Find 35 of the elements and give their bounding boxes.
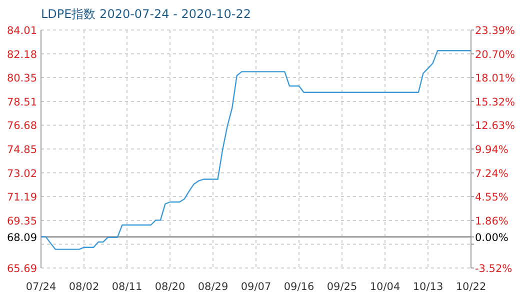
y2-tick-label: 23.39% bbox=[475, 25, 516, 37]
chart-title: LDPE指数 2020-07-24 - 2020-10-22 bbox=[41, 7, 251, 21]
x-tick-label: 09/25 bbox=[326, 281, 358, 293]
y-tick-label: 74.85 bbox=[6, 144, 37, 156]
x-tick-label: 10/22 bbox=[456, 281, 486, 293]
x-tick-label: 09/16 bbox=[284, 281, 314, 293]
y2-tick-label: 1.86% bbox=[475, 215, 508, 228]
y-tick-label: 68.09 bbox=[6, 232, 37, 244]
y2-tick-label: 20.70% bbox=[475, 48, 516, 61]
y-tick-label: 65.69 bbox=[6, 263, 37, 275]
line-series bbox=[40, 50, 472, 250]
y2-tick-label: 7.24% bbox=[475, 168, 508, 180]
x-tick-label: 09/07 bbox=[240, 281, 272, 293]
x-tick-label: 08/29 bbox=[198, 281, 228, 293]
y-tick-label: 80.35 bbox=[6, 72, 37, 85]
y-tick-label: 82.18 bbox=[6, 48, 37, 61]
y-tick-label: 71.19 bbox=[6, 192, 37, 204]
x-tick-label: 08/11 bbox=[112, 281, 142, 293]
x-tick-label: 07/24 bbox=[26, 281, 56, 293]
y2-tick-label: 12.63% bbox=[475, 120, 516, 132]
x-tick-label: 10/13 bbox=[412, 281, 444, 293]
y2-tick-label: -3.52% bbox=[475, 263, 512, 275]
y2-tick-label: 18.01% bbox=[475, 72, 516, 85]
y-tick-label: 78.51 bbox=[6, 96, 37, 108]
x-tick-label: 08/02 bbox=[68, 281, 100, 293]
y-tick-label: 69.35 bbox=[6, 215, 37, 228]
y2-tick-label: 9.94% bbox=[475, 144, 508, 156]
y2-tick-label: 0.00% bbox=[475, 232, 508, 244]
x-tick-label: 08/20 bbox=[154, 281, 186, 293]
y2-tick-label: 15.32% bbox=[475, 96, 516, 108]
y-tick-label: 84.01 bbox=[6, 25, 37, 37]
x-tick-label: 10/04 bbox=[370, 281, 400, 293]
y-tick-label: 76.68 bbox=[6, 120, 37, 132]
y-tick-label: 73.02 bbox=[6, 168, 37, 180]
y2-tick-label: 4.55% bbox=[475, 192, 508, 204]
